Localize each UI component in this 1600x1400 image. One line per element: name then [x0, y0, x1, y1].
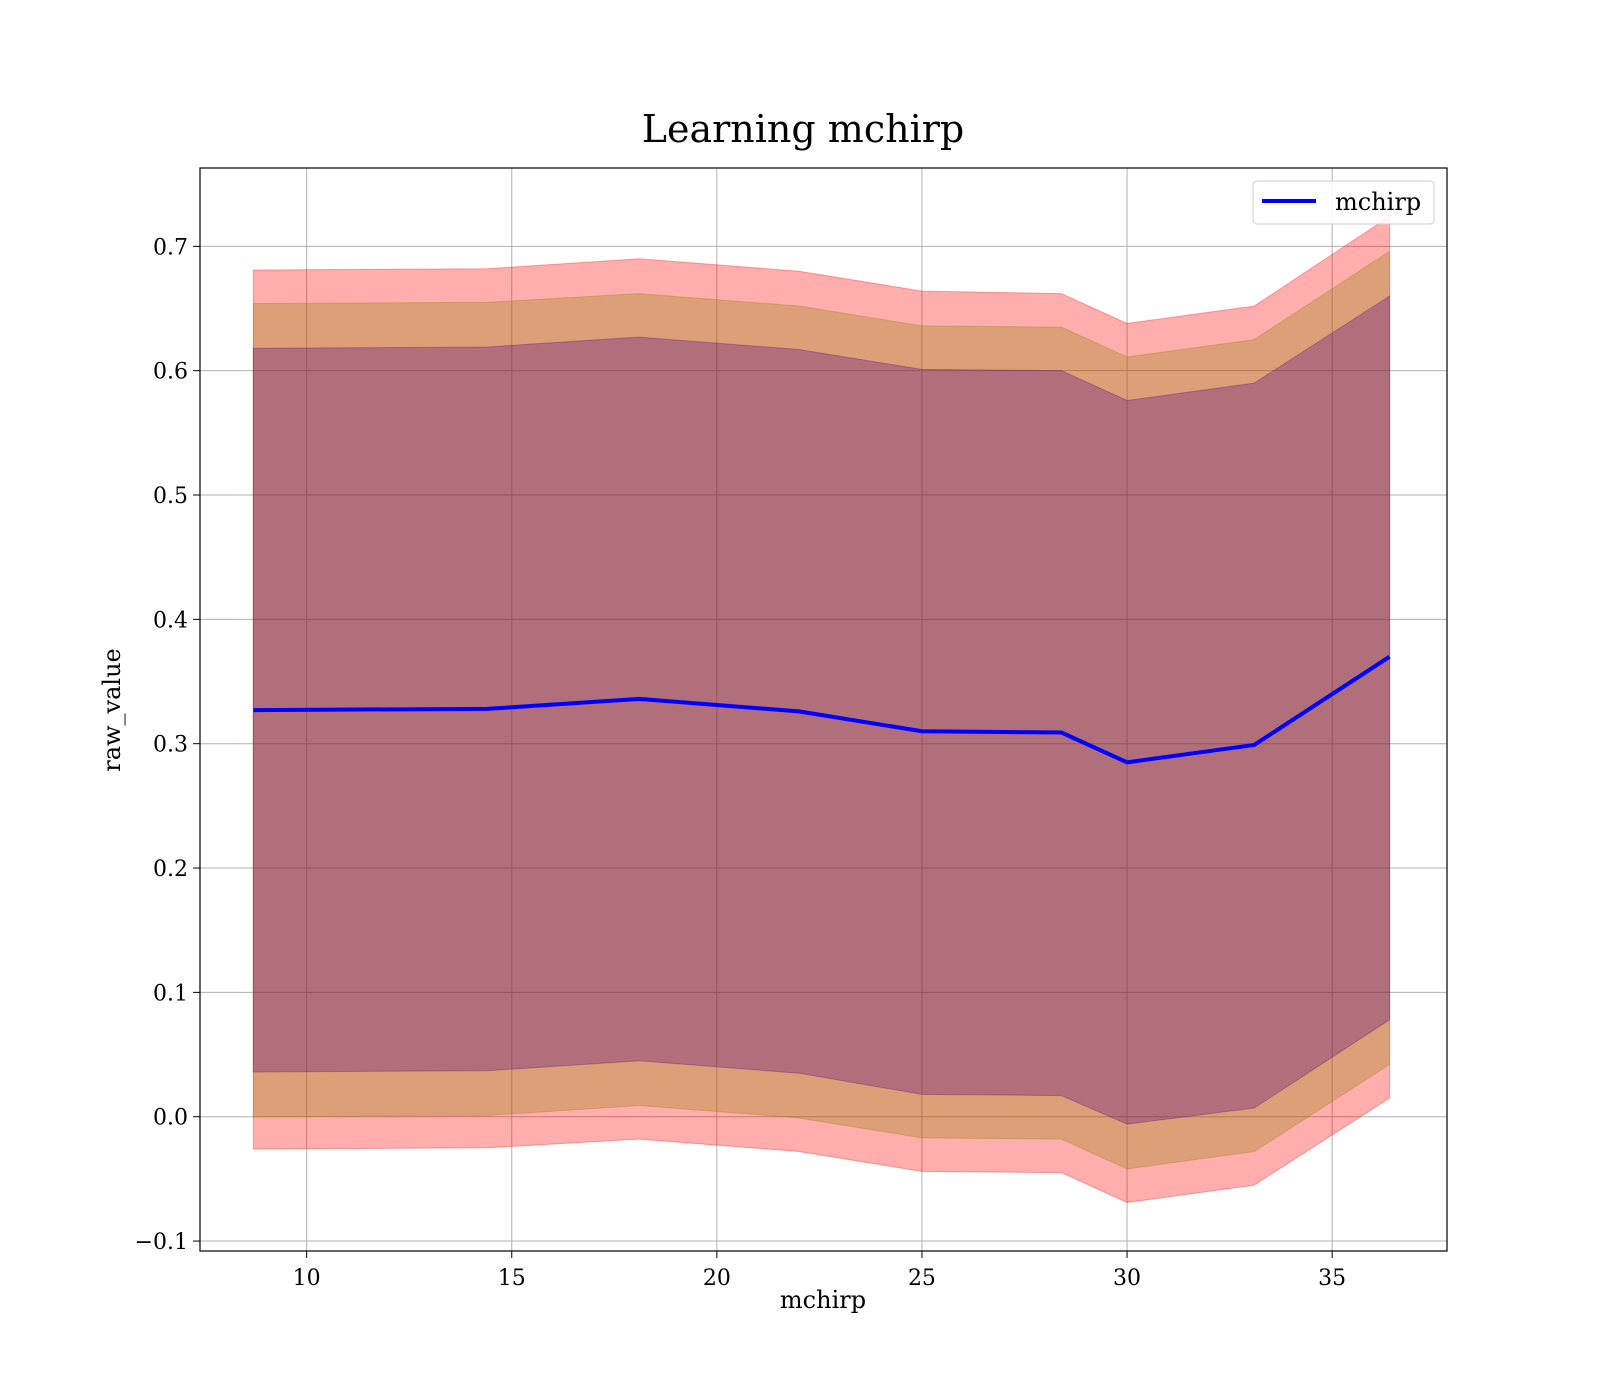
confidence-band-1	[252, 215, 1391, 1204]
x-tick-label: 35	[1318, 1266, 1346, 1291]
series-lines	[253, 654, 1391, 765]
confidence-bands	[252, 215, 1391, 1204]
y-tick-label: 0.6	[153, 360, 188, 385]
series-line-mchirp	[253, 654, 1391, 765]
x-axis-ticks: 10 15 20 25 30 35	[293, 1251, 1346, 1291]
legend: mchirp	[1252, 180, 1435, 225]
plot-frame	[199, 167, 1448, 1252]
y-axis-ticks: −0.1 0.0 0.1 0.2 0.3 0.4 0.5 0.6 0.7	[135, 235, 200, 1255]
legend-box	[1252, 180, 1435, 225]
chart-title: Learning mchirp	[642, 107, 964, 151]
y-tick-label: 0.2	[153, 857, 188, 882]
x-tick-label: 20	[703, 1266, 731, 1291]
x-axis-label: mchirp	[780, 1286, 866, 1314]
x-tick-label: 15	[498, 1266, 526, 1291]
x-tick-label: 10	[293, 1266, 321, 1291]
legend-label: mchirp	[1335, 188, 1421, 216]
confidence-band-3	[252, 295, 1391, 1125]
y-tick-label: 0.3	[153, 733, 188, 758]
x-tick-label: 25	[908, 1266, 936, 1291]
y-axis-label: raw_value	[98, 648, 126, 772]
confidence-band-2	[252, 250, 1391, 1170]
y-tick-label: 0.0	[153, 1106, 188, 1131]
y-tick-label: 0.5	[153, 484, 188, 509]
y-tick-label: −0.1	[135, 1230, 188, 1255]
y-tick-label: 0.7	[153, 235, 188, 260]
x-tick-label: 30	[1113, 1266, 1141, 1291]
y-tick-label: 0.1	[153, 981, 188, 1006]
y-tick-label: 0.4	[153, 608, 188, 633]
grid	[200, 168, 1447, 1251]
